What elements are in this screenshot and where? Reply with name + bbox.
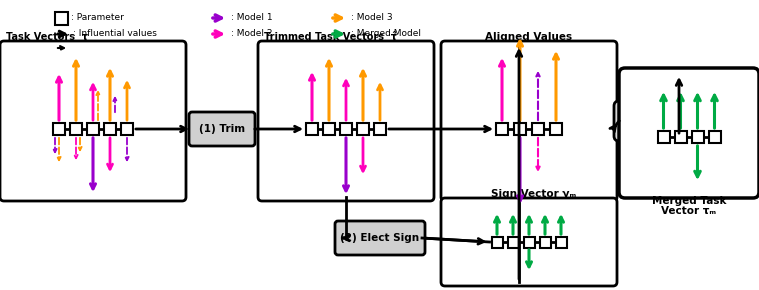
Bar (657, 131, 669, 143)
Text: : Merged Model: : Merged Model (351, 30, 421, 39)
FancyBboxPatch shape (619, 68, 759, 198)
FancyBboxPatch shape (258, 41, 434, 201)
Bar (55, 12, 68, 25)
Bar (524, 237, 534, 247)
FancyBboxPatch shape (0, 41, 186, 201)
Bar (492, 237, 502, 247)
Bar (540, 237, 550, 247)
Bar (514, 123, 526, 135)
Bar (53, 123, 65, 135)
Bar (550, 123, 562, 135)
Text: : Model 2: : Model 2 (231, 30, 272, 39)
Bar (708, 131, 720, 143)
Bar (532, 123, 544, 135)
Text: (2) Elect Sign: (2) Elect Sign (341, 233, 420, 243)
Bar (340, 123, 352, 135)
Bar (675, 131, 686, 143)
Bar (121, 123, 133, 135)
Text: (3) Disjoint Merge: (3) Disjoint Merge (625, 116, 732, 126)
Bar (87, 123, 99, 135)
FancyBboxPatch shape (614, 101, 744, 141)
Bar (496, 123, 508, 135)
FancyBboxPatch shape (189, 112, 255, 146)
Text: Aligned Values: Aligned Values (486, 32, 572, 42)
Text: : Influential values: : Influential values (73, 30, 157, 39)
FancyBboxPatch shape (441, 198, 617, 286)
Text: Sign Vector γₘ: Sign Vector γₘ (491, 189, 577, 199)
FancyBboxPatch shape (441, 41, 617, 201)
Text: (1) Trim: (1) Trim (199, 124, 245, 134)
Bar (508, 237, 518, 247)
Text: Vector τₘ: Vector τₘ (661, 206, 716, 216)
Bar (556, 237, 566, 247)
Bar (70, 123, 82, 135)
Text: : Model 3: : Model 3 (351, 14, 392, 23)
FancyBboxPatch shape (335, 221, 425, 255)
Text: : Redundant values: : Redundant values (73, 44, 160, 52)
Bar (374, 123, 386, 135)
Bar (104, 123, 116, 135)
Text: Task Vectors  τ: Task Vectors τ (6, 32, 88, 42)
Bar (306, 123, 318, 135)
Bar (691, 131, 704, 143)
Bar (323, 123, 335, 135)
Text: Merged Task: Merged Task (652, 196, 726, 206)
Text: Trimmed Task Vectors  τ̂: Trimmed Task Vectors τ̂ (264, 32, 397, 42)
Text: : Parameter: : Parameter (71, 14, 124, 23)
Text: : Model 1: : Model 1 (231, 14, 272, 23)
Bar (357, 123, 369, 135)
